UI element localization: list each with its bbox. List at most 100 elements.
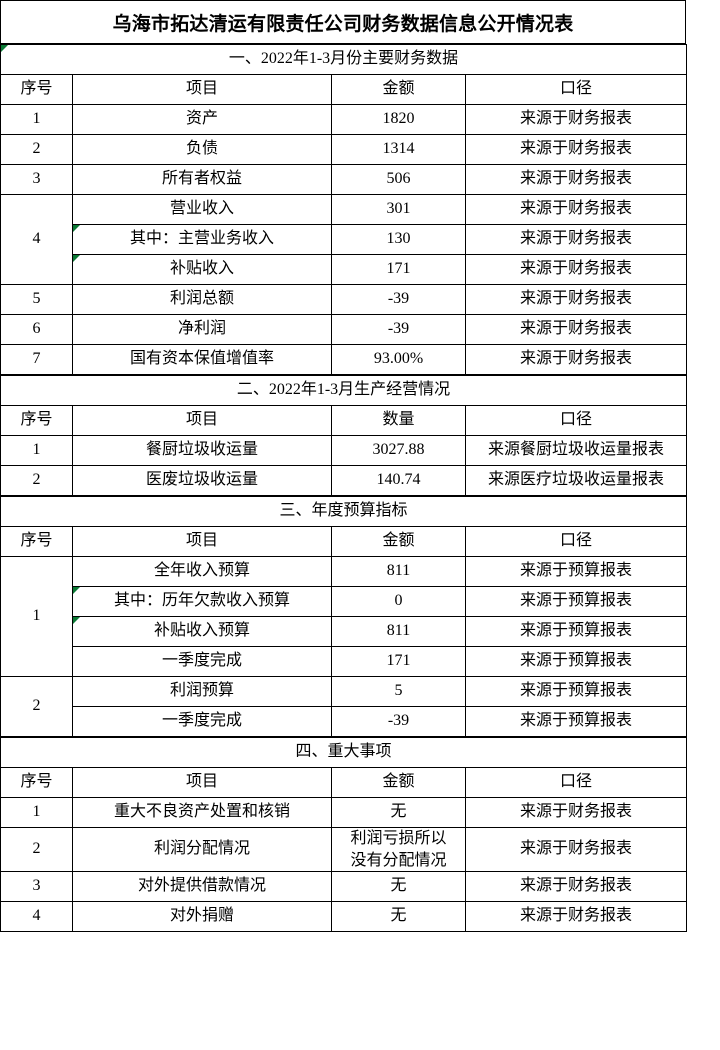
page-title: 乌海市拓达清运有限责任公司财务数据信息公开情况表: [112, 13, 574, 35]
column-header-2: 数量: [331, 405, 466, 436]
section-heading-row: 二、2022年1-3月生产经营情况: [0, 375, 688, 406]
table-row: 其中：主营业务收入 130 来源于财务报表: [1, 224, 688, 255]
cell-seq: 1: [0, 797, 73, 828]
cell-source: 来源于财务报表: [464, 871, 688, 903]
cell-source: 来源于财务报表: [464, 104, 688, 135]
cell-item: 净利润: [72, 314, 332, 345]
cell-source: 来源于财务报表: [464, 901, 688, 933]
note-marker-icon: [73, 587, 80, 594]
cell-item: 利润总额: [72, 284, 332, 315]
cell-amount: -39: [331, 314, 466, 345]
cell-seq: 4: [0, 194, 73, 285]
cell-amount: 1820: [331, 104, 466, 135]
cell-amount: 811: [331, 616, 466, 647]
cell-amount: 811: [331, 556, 466, 587]
cell-seq: 2: [0, 134, 73, 165]
cell-item: 负债: [72, 134, 332, 165]
section-heading-row: 四、重大事项: [0, 737, 688, 768]
cell-amount: 1314: [331, 134, 466, 165]
cell-item: 其中：主营业务收入: [72, 224, 332, 255]
table-row: 2 负债 1314 来源于财务报表: [0, 134, 688, 165]
table-row: 1 资产 1820 来源于财务报表: [0, 104, 688, 135]
table-row: 6 净利润 -39 来源于财务报表: [0, 314, 688, 345]
column-header-2: 金额: [331, 767, 466, 798]
column-header-0: 序号: [0, 526, 73, 557]
cell-item: 一季度完成: [72, 706, 332, 737]
table-row: 5 利润总额 -39 来源于财务报表: [0, 284, 688, 315]
cell-amount: 0: [331, 586, 466, 617]
cell-seq: 1: [0, 435, 73, 466]
cell-amount: 5: [331, 676, 466, 707]
cell-item: 利润预算: [72, 676, 332, 707]
cell-amount: 无: [331, 871, 466, 903]
column-header-1: 项目: [72, 74, 332, 105]
column-header-row: 序号 项目 金额 口径: [0, 74, 688, 105]
table-row: 一季度完成 171 来源于预算报表: [1, 646, 688, 677]
cell-source: 来源于财务报表: [464, 284, 688, 315]
section-heading: 二、2022年1-3月生产经营情况: [0, 375, 688, 406]
cell-amount: -39: [331, 706, 466, 737]
cell-seq: 2: [0, 676, 73, 737]
cell-amount: 3027.88: [331, 435, 466, 466]
cell-item: 餐厨垃圾收运量: [72, 435, 332, 466]
cell-amount: 无: [331, 797, 466, 828]
column-header-3: 口径: [464, 767, 688, 798]
cell-item: 补贴收入: [72, 254, 332, 285]
cell-source: 来源医疗垃圾收运量报表: [464, 465, 688, 496]
cell-amount: 140.74: [331, 465, 466, 496]
cell-source: 来源于财务报表: [464, 314, 688, 345]
cell-item: 利润分配情况: [72, 826, 332, 873]
table-row: 1 餐厨垃圾收运量 3027.88 来源餐厨垃圾收运量报表: [0, 435, 688, 466]
column-header-0: 序号: [0, 767, 73, 798]
note-marker-icon: [73, 255, 80, 262]
column-header-3: 口径: [464, 405, 688, 436]
cell-amount: 171: [331, 254, 466, 285]
cell-item: 国有资本保值增值率: [72, 344, 332, 375]
cell-item: 营业收入: [72, 194, 332, 225]
cell-seq: 2: [0, 826, 73, 873]
table-row: 2 医废垃圾收运量 140.74 来源医疗垃圾收运量报表: [0, 465, 688, 496]
table-row: 其中：历年欠款收入预算 0 来源于预算报表: [1, 586, 688, 617]
cell-source: 来源于财务报表: [464, 344, 688, 375]
cell-seq: 3: [0, 164, 73, 195]
cell-item: 补贴收入预算: [72, 616, 332, 647]
note-marker-icon: [73, 617, 80, 624]
column-header-1: 项目: [72, 405, 332, 436]
table-row: 1 重大不良资产处置和核销无来源于财务报表: [0, 797, 688, 828]
cell-amount: 利润亏损所以 没有分配情况: [331, 826, 466, 873]
cell-item: 对外提供借款情况: [72, 871, 332, 903]
table-row: 7 国有资本保值增值率 93.00% 来源于财务报表: [0, 344, 688, 375]
table-row: 补贴收入预算 811 来源于预算报表: [1, 616, 688, 647]
cell-amount: -39: [331, 284, 466, 315]
cell-amount: 无: [331, 901, 466, 933]
cell-source: 来源于预算报表: [464, 556, 688, 587]
section-heading: 一、2022年1-3月份主要财务数据: [0, 44, 688, 75]
cell-source: 来源于财务报表: [464, 826, 688, 873]
table-row: 一季度完成 -39 来源于预算报表: [1, 706, 688, 737]
cell-seq: 1: [0, 104, 73, 135]
cell-source: 来源餐厨垃圾收运量报表: [464, 435, 688, 466]
cell-item: 全年收入预算: [72, 556, 332, 587]
note-marker-icon: [1, 45, 8, 52]
cell-amount: 93.00%: [331, 344, 466, 375]
cell-amount: 506: [331, 164, 466, 195]
cell-item: 对外捐赠: [72, 901, 332, 933]
table-row: 1 全年收入预算 811 来源于预算报表: [0, 556, 688, 677]
column-header-3: 口径: [464, 74, 688, 105]
cell-source: 来源于预算报表: [464, 676, 688, 707]
cell-amount-line: 利润亏损所以: [350, 830, 447, 847]
cell-source: 来源于财务报表: [464, 254, 688, 285]
cell-seq: 5: [0, 284, 73, 315]
column-header-1: 项目: [72, 767, 332, 798]
column-header-0: 序号: [0, 74, 73, 105]
cell-item: 一季度完成: [72, 646, 332, 677]
cell-source: 来源于预算报表: [464, 616, 688, 647]
cell-source: 来源于财务报表: [464, 134, 688, 165]
cell-source: 来源于财务报表: [464, 164, 688, 195]
column-header-1: 项目: [72, 526, 332, 557]
cell-seq: 1: [0, 556, 73, 677]
cell-amount: 171: [331, 646, 466, 677]
cell-item: 其中：历年欠款收入预算: [72, 586, 332, 617]
cell-seq: 2: [0, 465, 73, 496]
cell-item: 所有者权益: [72, 164, 332, 195]
